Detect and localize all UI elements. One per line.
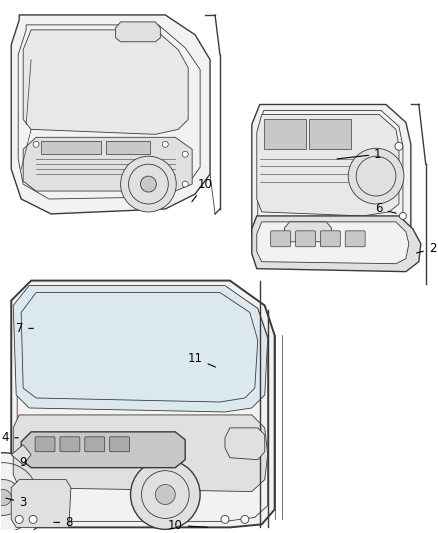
- Circle shape: [0, 489, 11, 505]
- Circle shape: [221, 515, 229, 523]
- FancyBboxPatch shape: [85, 437, 105, 452]
- Polygon shape: [310, 119, 351, 149]
- FancyBboxPatch shape: [320, 231, 340, 247]
- Polygon shape: [225, 428, 265, 459]
- FancyBboxPatch shape: [60, 437, 80, 452]
- FancyBboxPatch shape: [110, 437, 130, 452]
- Text: 7: 7: [16, 322, 33, 335]
- Circle shape: [155, 484, 175, 504]
- FancyBboxPatch shape: [345, 231, 365, 247]
- Polygon shape: [252, 216, 421, 272]
- Polygon shape: [106, 141, 150, 154]
- Polygon shape: [11, 15, 210, 214]
- Polygon shape: [41, 141, 101, 154]
- Text: 6: 6: [375, 203, 396, 215]
- Circle shape: [0, 453, 48, 533]
- FancyBboxPatch shape: [271, 231, 290, 247]
- Polygon shape: [264, 119, 307, 149]
- Text: 10: 10: [192, 177, 212, 202]
- Circle shape: [0, 480, 21, 515]
- Polygon shape: [285, 222, 331, 242]
- Circle shape: [182, 181, 188, 187]
- Circle shape: [241, 515, 249, 523]
- Text: 9: 9: [19, 456, 27, 469]
- Circle shape: [33, 141, 39, 147]
- Circle shape: [399, 213, 406, 220]
- Polygon shape: [252, 104, 411, 256]
- Text: 8: 8: [54, 516, 73, 529]
- Circle shape: [131, 459, 200, 529]
- Text: 4: 4: [2, 431, 18, 445]
- Text: 2: 2: [417, 243, 436, 255]
- Polygon shape: [23, 138, 192, 191]
- Circle shape: [395, 142, 403, 150]
- Polygon shape: [23, 30, 188, 134]
- Circle shape: [348, 148, 404, 204]
- Polygon shape: [21, 293, 258, 402]
- Polygon shape: [11, 480, 71, 527]
- Polygon shape: [11, 445, 31, 465]
- Polygon shape: [21, 432, 185, 467]
- Text: 11: 11: [187, 352, 215, 367]
- Polygon shape: [13, 415, 268, 491]
- Text: 3: 3: [6, 496, 27, 509]
- FancyBboxPatch shape: [296, 231, 315, 247]
- Circle shape: [29, 515, 37, 523]
- Polygon shape: [13, 286, 268, 412]
- Polygon shape: [257, 222, 409, 264]
- Circle shape: [120, 156, 176, 212]
- Text: 10: 10: [168, 519, 207, 532]
- Polygon shape: [257, 115, 399, 216]
- Circle shape: [182, 151, 188, 157]
- Polygon shape: [116, 22, 160, 42]
- Polygon shape: [11, 280, 275, 527]
- Text: 1: 1: [337, 148, 381, 161]
- FancyBboxPatch shape: [35, 437, 55, 452]
- Circle shape: [15, 515, 23, 523]
- Circle shape: [141, 176, 156, 192]
- Circle shape: [162, 141, 168, 147]
